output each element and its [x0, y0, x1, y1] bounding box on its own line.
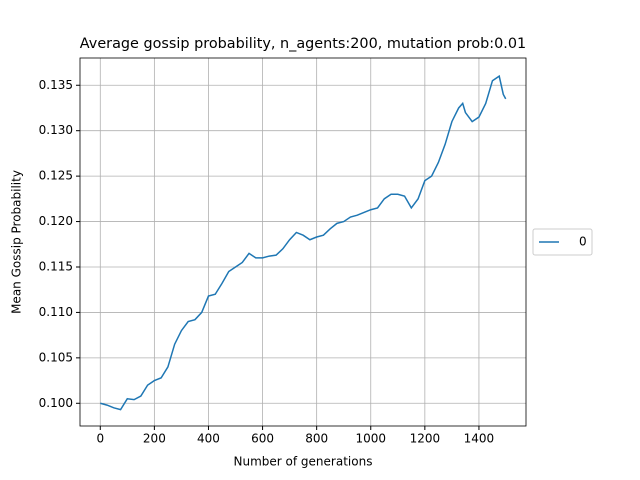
- data-line: [100, 74, 507, 411]
- x-tick-label: 1000: [355, 432, 386, 446]
- y-tick-label: 0.100: [39, 396, 73, 410]
- x-tick-label: 1200: [410, 432, 441, 446]
- y-tick-label: 0.125: [39, 169, 73, 183]
- x-tick-label: 600: [251, 432, 274, 446]
- axes-frame: [79, 57, 527, 427]
- x-tick-label: 800: [305, 432, 328, 446]
- y-tick-label: 0.120: [39, 214, 73, 228]
- y-tick-label: 0.115: [39, 259, 73, 273]
- x-axis-label: Number of generations: [234, 455, 373, 469]
- legend-box: [532, 228, 593, 256]
- y-axis-label: Mean Gossip Probability: [10, 170, 24, 314]
- y-tick-label: 0.105: [39, 350, 73, 364]
- x-tick-label: 1400: [464, 432, 495, 446]
- x-tick-label: 0: [96, 432, 104, 446]
- legend-label: 0: [579, 235, 587, 249]
- chart-title: Average gossip probability, n_agents:200…: [80, 36, 526, 52]
- y-tick-label: 0.130: [39, 123, 73, 137]
- y-tick-label: 0.110: [39, 305, 73, 319]
- x-tick-label: 200: [143, 432, 166, 446]
- x-tick-label: 400: [197, 432, 220, 446]
- y-tick-label: 0.135: [39, 78, 73, 92]
